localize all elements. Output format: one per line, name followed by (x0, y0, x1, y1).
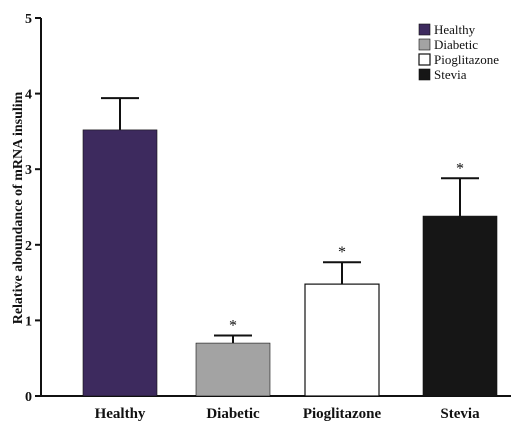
y-tick-label: 5 (25, 12, 32, 27)
significance-marker: * (456, 160, 464, 177)
x-tick-label: Diabetic (206, 406, 260, 422)
bar-pioglitazone (304, 283, 380, 397)
legend-swatch (418, 38, 431, 51)
y-tick-label: 3 (25, 163, 32, 178)
significance-marker: * (229, 318, 237, 335)
legend-swatch (418, 53, 431, 66)
y-axis-title: Relative aboundance of mRNA insulim (11, 91, 26, 324)
bar-diabetic (195, 342, 271, 397)
legend-label: Pioglitazone (434, 52, 499, 67)
x-tick-label: Stevia (440, 406, 480, 422)
legend-label: Stevia (434, 67, 467, 82)
y-tick-label: 1 (25, 314, 32, 329)
significance-marker: * (338, 244, 346, 261)
bar-stevia (422, 215, 498, 397)
x-tick-label: Healthy (95, 406, 146, 422)
bar-healthy (82, 129, 158, 397)
x-axis-labels: Healthy Diabetic Pioglitazone Stevia (95, 406, 480, 422)
y-tick-label: 2 (25, 239, 32, 254)
legend-swatch (418, 23, 431, 36)
y-tick-label: 0 (25, 390, 32, 405)
y-tick-label: 4 (25, 88, 32, 103)
legend-label: Diabetic (434, 37, 478, 52)
legend-label: Healthy (434, 22, 476, 37)
x-tick-label: Pioglitazone (303, 406, 382, 422)
bars: * * * (82, 97, 498, 397)
legend-swatch (418, 68, 431, 81)
